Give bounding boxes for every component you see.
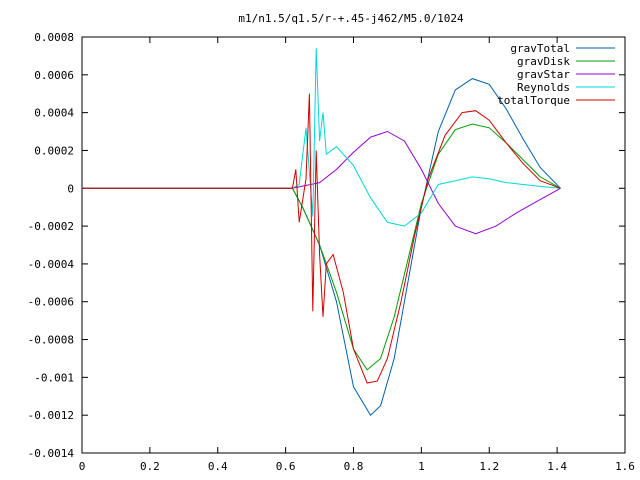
x-tick-label: 1.4 <box>547 460 567 473</box>
legend-label-gravTotal: gravTotal <box>510 42 570 55</box>
x-tick-label: 0 <box>79 460 86 473</box>
y-tick-label: 0.0008 <box>34 31 74 44</box>
y-tick-label: 0.0002 <box>34 144 74 157</box>
y-tick-label: 0.0006 <box>34 69 74 82</box>
x-tick-label: 0.8 <box>344 460 364 473</box>
y-tick-label: 0 <box>67 182 74 195</box>
legend-label-gravDisk: gravDisk <box>517 55 570 68</box>
y-tick-label: -0.0002 <box>28 220 74 233</box>
x-tick-label: 1 <box>418 460 425 473</box>
legend-label-totalTorque: totalTorque <box>497 94 570 107</box>
legend-label-gravStar: gravStar <box>517 68 570 81</box>
x-tick-label: 1.6 <box>615 460 635 473</box>
y-tick-label: -0.0006 <box>28 296 74 309</box>
legend-label-Reynolds: Reynolds <box>517 81 570 94</box>
y-tick-label: -0.0008 <box>28 334 74 347</box>
y-tick-label: -0.0004 <box>28 258 75 271</box>
y-tick-label: -0.0014 <box>28 447 75 460</box>
series-line-totalTorque <box>82 93 561 384</box>
y-tick-label: 0.0004 <box>34 107 74 120</box>
plot-area: 0.0008 0.0006 0.0004 0.0002 0 -0.0002 -0.0004 -… <box>28 31 635 473</box>
x-tick-label: 0.4 <box>208 460 228 473</box>
x-tick-label: 0.2 <box>140 460 160 473</box>
y-tick-label: -0.001 <box>34 371 74 384</box>
series-line-gravStar <box>82 130 561 235</box>
chart-title: m1/n1.5/q1.5/r-+.45-j462/M5.0/1024 <box>238 12 464 25</box>
y-tick-label: -0.0012 <box>28 409 74 422</box>
x-tick-label: 1.2 <box>479 460 499 473</box>
x-tick-label: 0.6 <box>276 460 296 473</box>
